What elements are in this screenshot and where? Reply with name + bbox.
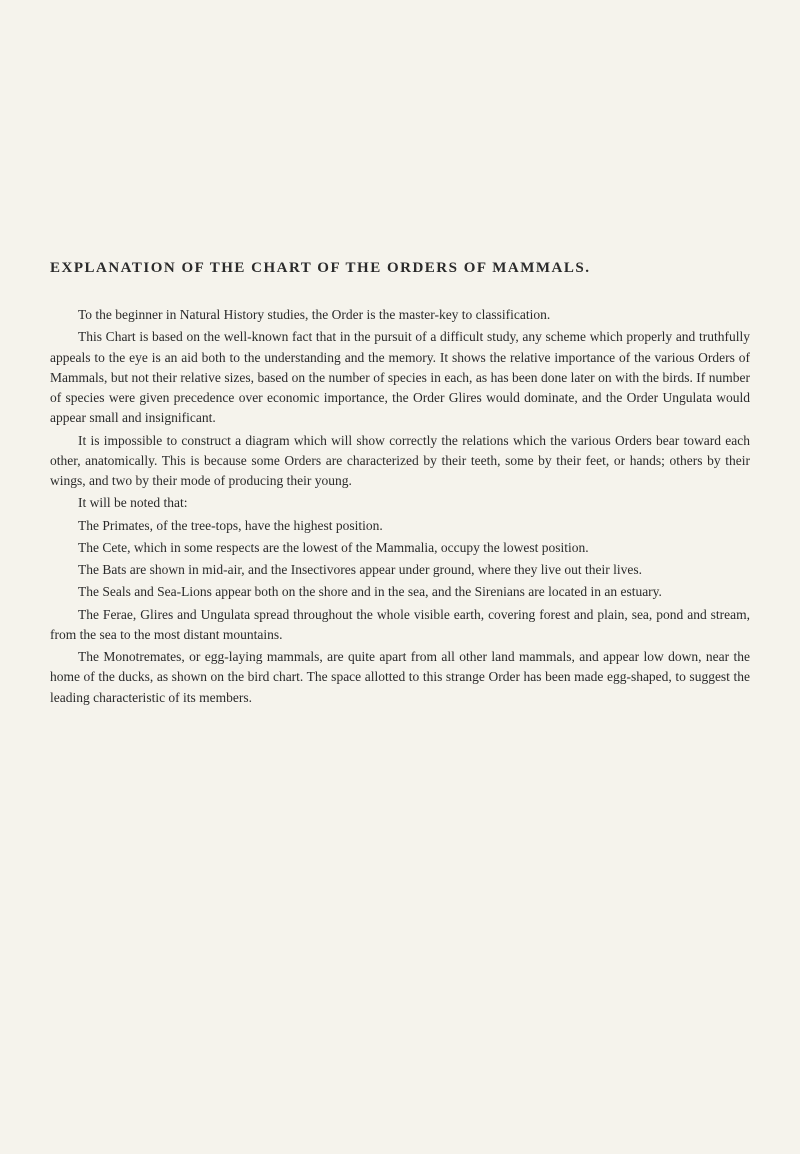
paragraph: To the beginner in Natural History studi…	[50, 305, 750, 325]
paragraph: The Primates, of the tree-tops, have the…	[50, 516, 750, 536]
paragraph: It will be noted that:	[50, 493, 750, 513]
paragraph: This Chart is based on the well-known fa…	[50, 327, 750, 428]
paragraph: The Cete, which in some respects are the…	[50, 538, 750, 558]
paragraph: The Monotremates, or egg-laying mammals,…	[50, 647, 750, 708]
paragraph: The Bats are shown in mid-air, and the I…	[50, 560, 750, 580]
page-title: EXPLANATION OF THE CHART OF THE ORDERS O…	[50, 260, 750, 277]
paragraph: The Ferae, Glires and Ungulata spread th…	[50, 605, 750, 646]
content-body: To the beginner in Natural History studi…	[50, 305, 750, 708]
paragraph: The Seals and Sea-Lions appear both on t…	[50, 582, 750, 602]
paragraph: It is impossible to construct a diagram …	[50, 431, 750, 492]
